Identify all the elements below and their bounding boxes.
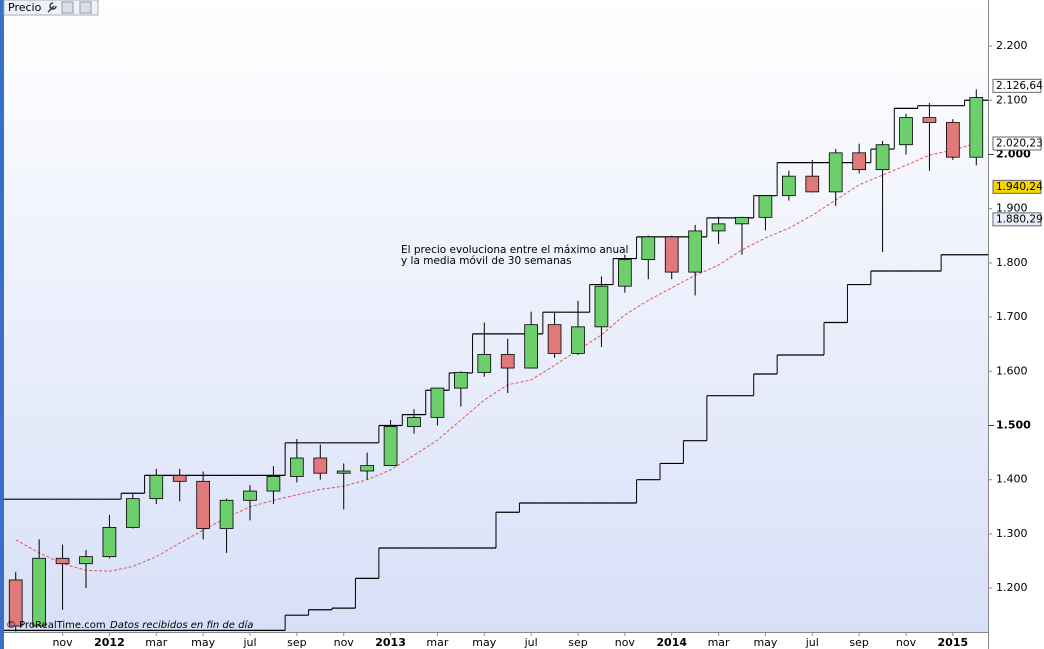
price-label: 2.126,64 [996, 80, 1043, 92]
candle-body [899, 117, 913, 146]
wrench-icon[interactable] [47, 2, 57, 13]
y-tick-label: 1.400 [996, 473, 1028, 486]
x-tick-label: mar [708, 636, 730, 649]
price-label: 2.020,23 [996, 138, 1043, 150]
candle-body [664, 236, 679, 273]
x-tick-label: sep [287, 636, 306, 649]
candle-body [313, 457, 328, 474]
candle-body [594, 285, 609, 328]
price-label-box [992, 78, 1042, 93]
price-label-box [992, 179, 1042, 194]
candle-body [875, 144, 890, 171]
x-tick-label: may [753, 636, 777, 649]
candle-body [571, 326, 585, 354]
x-tick-label: nov [334, 636, 355, 649]
candle-body [641, 236, 656, 261]
x-tick-label: nov [896, 636, 917, 649]
x-tick-label: nov [615, 636, 636, 649]
left-border [0, 0, 4, 649]
candle-body [126, 498, 140, 528]
y-tick-label: 1.700 [996, 310, 1028, 323]
x-tick-label: may [191, 636, 215, 649]
x-tick-label: 2015 [938, 636, 969, 649]
price-label: 1.880,29 [996, 213, 1043, 225]
marks [4, 89, 988, 632]
candle-body [79, 556, 93, 565]
candle-body [55, 557, 70, 565]
y-tick-label: 2.200 [996, 39, 1028, 52]
candle-body [782, 175, 796, 197]
price-label-box [992, 136, 1042, 151]
candle-body [407, 416, 421, 427]
annotation: y la media móvil de 30 semanas [401, 255, 572, 267]
candle-body [454, 371, 468, 389]
candle-body [383, 426, 398, 466]
panel-title: Precio [8, 1, 42, 14]
x-tick-label: 2013 [375, 636, 406, 649]
candle-body [219, 499, 234, 529]
y-tick-label: 2.000 [996, 147, 1031, 160]
candle-body [8, 579, 23, 627]
y-tick-label: 1.600 [996, 364, 1028, 377]
candle-body [336, 470, 351, 474]
header-icons[interactable] [47, 1, 92, 14]
candle-body [430, 387, 445, 418]
candle-body [149, 474, 164, 500]
x-tick-label: may [472, 636, 496, 649]
x-tick-label: jul [524, 636, 538, 649]
footer-note: Datos recibidos en fin de día [110, 619, 253, 631]
x-tick-label: nov [52, 636, 73, 649]
candle-body [500, 354, 515, 369]
candle-body [946, 122, 960, 158]
y-tick-label: 1.200 [996, 581, 1028, 594]
x-tick-label: jul [242, 636, 256, 649]
candle-body [805, 175, 820, 193]
candle-body [524, 324, 538, 369]
icon-button[interactable] [61, 1, 74, 14]
moving-average [15, 142, 977, 572]
y-tick-label: 1.900 [996, 202, 1028, 215]
x-tick-label: mar [426, 636, 448, 649]
candle-body [852, 152, 866, 171]
candle-body [172, 474, 187, 482]
annotation: El precio evoluciona entre el máximo anu… [401, 244, 628, 256]
candle-body [828, 152, 843, 193]
candle-body [266, 476, 281, 492]
candle-body [969, 97, 984, 158]
candle-body [711, 223, 726, 232]
candle-body [243, 490, 257, 501]
candle-body [102, 526, 117, 558]
icon-button[interactable] [79, 1, 92, 14]
y-tick-label: 1.500 [996, 418, 1031, 431]
price-label-box [992, 212, 1042, 227]
x-tick-label: sep [568, 636, 587, 649]
candle-body [922, 117, 937, 123]
x-tick-label: jul [805, 636, 819, 649]
candle-body [688, 230, 702, 273]
candle-body [290, 457, 304, 477]
candle-body [618, 259, 632, 287]
x-tick-label: mar [145, 636, 167, 649]
candle-body [196, 480, 210, 529]
candle-body [32, 557, 46, 627]
x-tick-label: sep [849, 636, 868, 649]
y-tick-label: 1.300 [996, 527, 1028, 540]
y-tick-label: 2.100 [996, 93, 1028, 106]
candle-body [360, 465, 374, 472]
x-tick-label: 2014 [656, 636, 687, 649]
candle-body [758, 195, 773, 218]
candle-body [477, 354, 492, 373]
x-tick-label: 2012 [94, 636, 125, 649]
price-label: 1.940,24 [996, 181, 1043, 193]
copyright: © ProRealTime.com [6, 620, 106, 631]
candle-body [735, 216, 749, 225]
candle-body [547, 324, 562, 354]
y-tick-label: 1.800 [996, 256, 1028, 269]
